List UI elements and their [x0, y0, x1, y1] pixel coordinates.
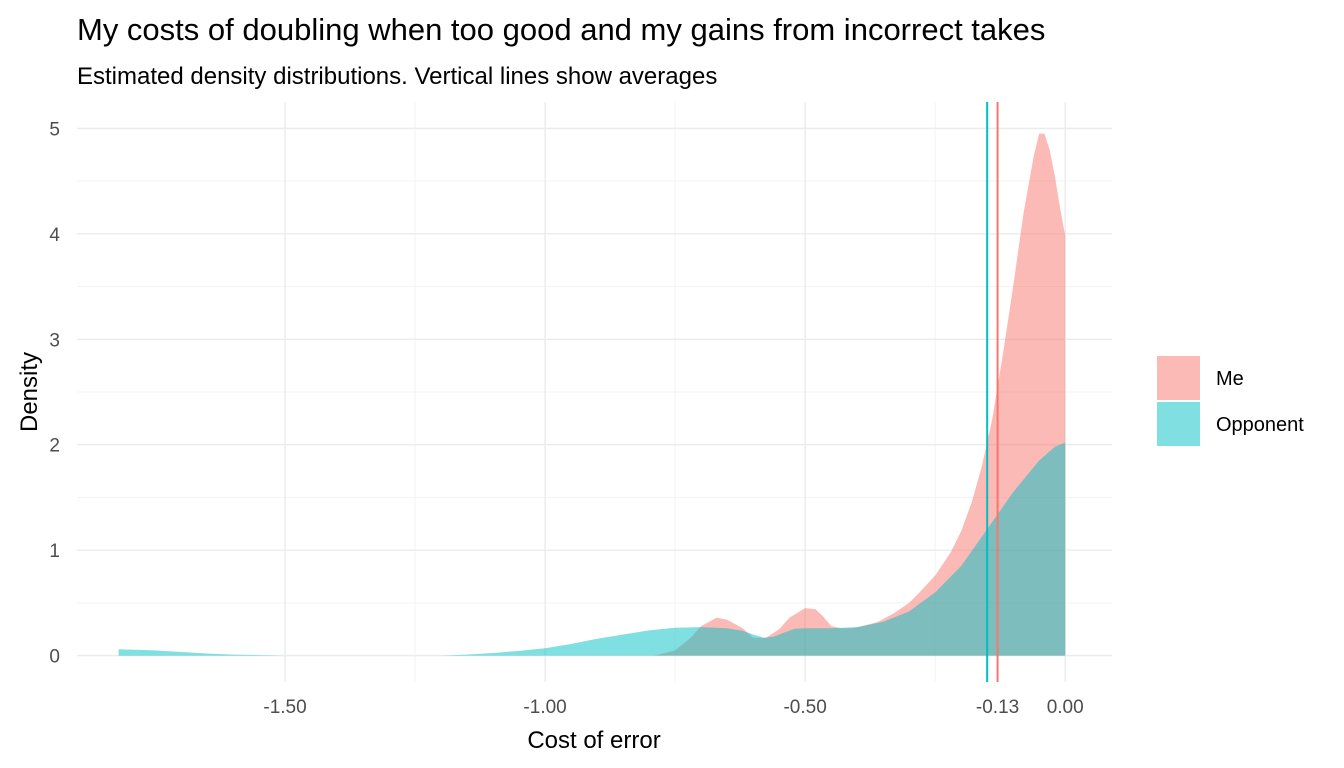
y-tick-label: 5 [49, 119, 60, 140]
x-tick-label: -1.50 [263, 697, 306, 718]
legend-key-opponent [1157, 402, 1200, 446]
x-axis-ticks: -1.50 -1.00 -0.50 -0.13 0.00 [263, 697, 1083, 718]
plot-area [77, 102, 1112, 682]
y-tick-label: 4 [49, 225, 60, 246]
x-tick-label: -1.00 [523, 697, 566, 718]
mean-lines [986, 102, 999, 682]
legend-key-me [1157, 356, 1200, 400]
legend-label-me: Me [1216, 368, 1244, 390]
chart-title: My costs of doubling when too good and m… [77, 12, 1045, 47]
legend: Me Opponent [1157, 356, 1304, 446]
series-areas [118, 133, 1066, 656]
y-axis-ticks: 0 1 2 3 4 5 [49, 119, 60, 667]
density-area-opponent [118, 442, 1066, 656]
y-tick-label: 3 [49, 330, 60, 351]
x-axis-title: Cost of error [527, 727, 660, 754]
chart-subtitle: Estimated density distributions. Vertica… [77, 63, 717, 90]
y-tick-label: 2 [49, 436, 60, 457]
y-axis-title: Density [16, 352, 43, 432]
x-tick-label: -0.50 [783, 697, 826, 718]
y-tick-label: 0 [49, 647, 60, 668]
x-tick-label: 0.00 [1047, 697, 1084, 718]
y-tick-label: 1 [49, 541, 60, 562]
legend-label-opponent: Opponent [1216, 414, 1304, 436]
x-tick-label: -0.13 [976, 697, 1019, 718]
